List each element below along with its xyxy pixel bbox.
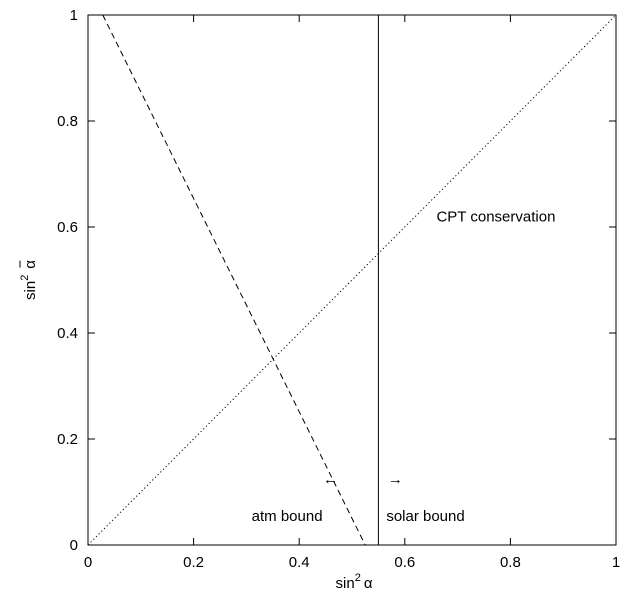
x-axis-label-symbol: α bbox=[364, 575, 373, 592]
y-axis-label-text: sin2 α bbox=[19, 260, 39, 300]
x-axis-label: sin2 α bbox=[336, 572, 373, 592]
y-tick-label: 0.2 bbox=[57, 431, 78, 448]
x-tick-label: 1 bbox=[612, 554, 620, 571]
x-tick-label: 0.4 bbox=[289, 554, 310, 571]
x-tick-label: 0.6 bbox=[394, 554, 415, 571]
y-tick-label: 1 bbox=[70, 7, 78, 24]
x-tick-label: 0.8 bbox=[500, 554, 521, 571]
annotation-solar: solar bound bbox=[386, 508, 464, 525]
y-axis-label: sin2 α bbox=[19, 260, 39, 300]
x-axis-label-base: sin bbox=[336, 575, 355, 592]
plot-frame bbox=[87, 14, 617, 546]
annotation-cpt: CPT conservation bbox=[436, 209, 555, 226]
y-axis-label-sup: 2 bbox=[19, 275, 31, 281]
y-tick-label: 0 bbox=[70, 537, 78, 554]
annotations: CPT conservation ← atm bound → solar bound bbox=[252, 209, 556, 525]
ticks: 0 0.2 0.4 0.6 0.8 1 0 0.2 0.4 0.6 0.8 1 bbox=[57, 7, 620, 571]
annotation-atm-arrow: ← bbox=[323, 471, 338, 488]
series-line-dotted bbox=[87, 14, 617, 546]
y-axis-label-symbol: α bbox=[22, 260, 39, 269]
x-axis-label-sup: 2 bbox=[355, 572, 361, 584]
series bbox=[87, 14, 617, 546]
y-tick-label: 0.8 bbox=[57, 113, 78, 130]
x-tick-label: 0.2 bbox=[183, 554, 204, 571]
series-line-dashed bbox=[102, 14, 366, 546]
annotation-solar-arrow: → bbox=[388, 471, 403, 488]
annotation-atm: atm bound bbox=[252, 508, 323, 525]
y-axis-label-base: sin bbox=[22, 281, 39, 300]
y-tick-label: 0.6 bbox=[57, 219, 78, 236]
y-tick-label: 0.4 bbox=[57, 325, 78, 342]
x-tick-label: 0 bbox=[84, 554, 92, 571]
